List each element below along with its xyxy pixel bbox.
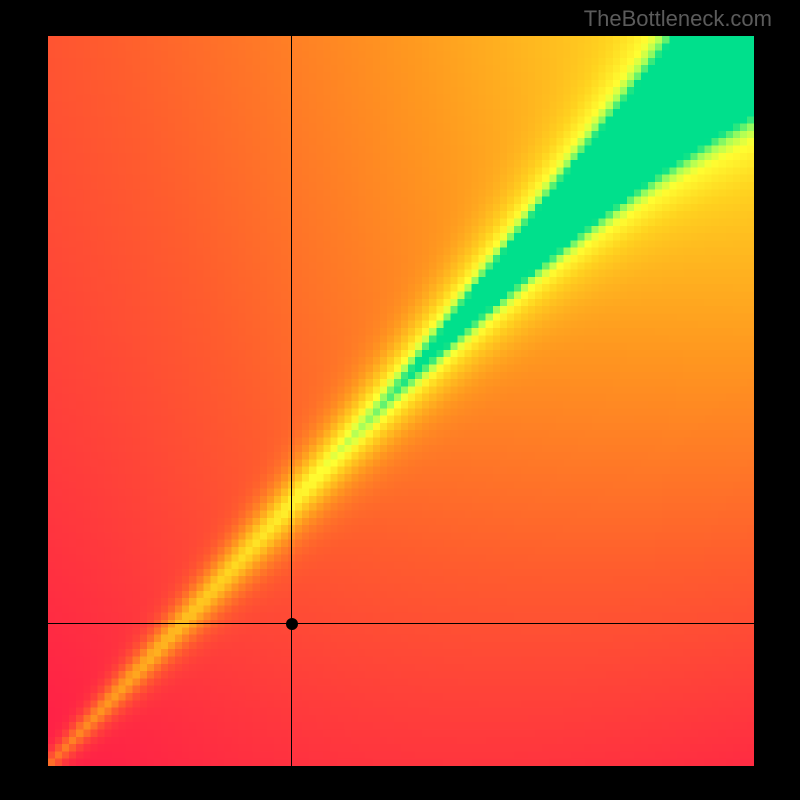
chart-frame: TheBottleneck.com — [0, 0, 800, 800]
selection-marker — [286, 618, 298, 630]
attribution-watermark: TheBottleneck.com — [584, 6, 772, 32]
bottleneck-heatmap — [48, 36, 754, 766]
crosshair-horizontal — [48, 623, 754, 624]
crosshair-vertical — [291, 36, 292, 766]
